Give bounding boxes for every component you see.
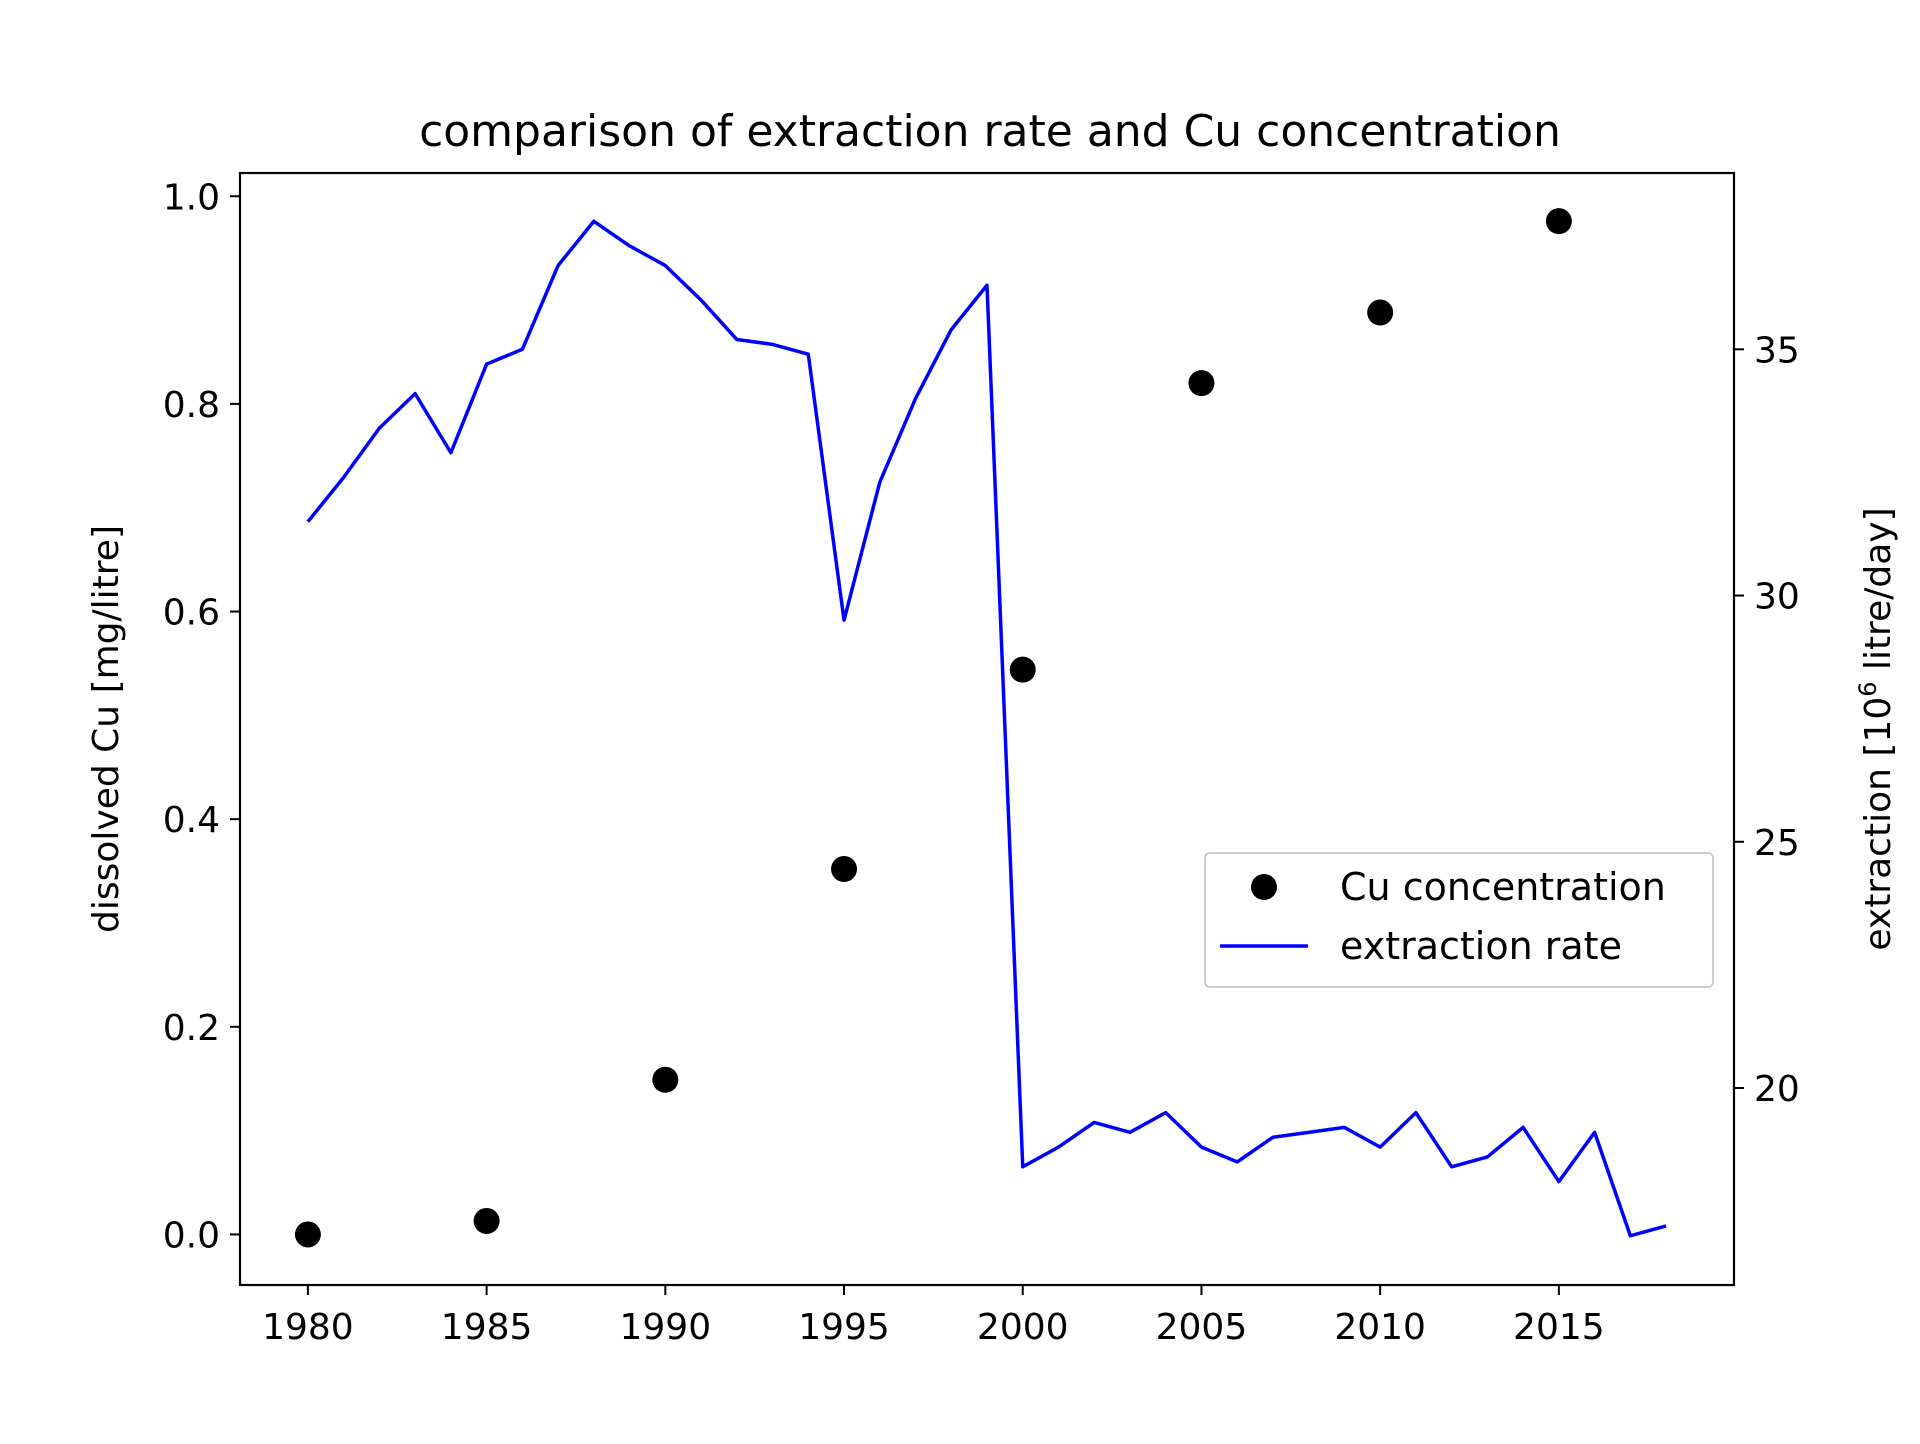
y-left-tick-label: 0.6 bbox=[163, 593, 220, 634]
y-left-tick-label: 1.0 bbox=[163, 177, 220, 218]
y-axis-right-label-superscript: 6 bbox=[1854, 681, 1882, 696]
legend-box bbox=[1204, 852, 1714, 988]
y-axis-right-label-after: litre/day] bbox=[1858, 507, 1899, 681]
cu-concentration-point bbox=[294, 1221, 321, 1248]
y-right-tick-label: 35 bbox=[1754, 330, 1800, 371]
legend: Cu concentration extraction rate bbox=[1204, 852, 1714, 988]
cu-concentration-point bbox=[652, 1066, 679, 1093]
y-axis-left-label: dissolved Cu [mg/litre] bbox=[86, 525, 127, 933]
x-tick-label: 2000 bbox=[977, 1307, 1069, 1348]
y-right-tick-label: 20 bbox=[1754, 1069, 1800, 1110]
plot-area bbox=[294, 208, 1667, 1248]
y-right-tick-label: 25 bbox=[1754, 823, 1800, 864]
cu-concentration-point bbox=[831, 855, 858, 882]
cu-concentration-point bbox=[1009, 656, 1036, 683]
y-left-tick-label: 0.0 bbox=[163, 1215, 220, 1256]
y-left-tick-label: 0.2 bbox=[163, 1008, 220, 1049]
chart-title: comparison of extraction rate and Cu con… bbox=[419, 106, 1561, 157]
legend-label-extraction-rate: extraction rate bbox=[1340, 924, 1622, 968]
cu-concentration-series bbox=[294, 208, 1572, 1248]
y-axis-right-label-before: extraction [10 bbox=[1858, 697, 1899, 951]
y-right-tick-label: 30 bbox=[1754, 577, 1800, 618]
y-axis-right-label: extraction [106 litre/day] bbox=[1854, 507, 1899, 950]
x-tick-label: 2010 bbox=[1334, 1307, 1426, 1348]
y-left-tick-label: 0.4 bbox=[163, 800, 220, 841]
legend-label-cu-concentration: Cu concentration bbox=[1340, 865, 1666, 909]
y-left-tick-label: 0.8 bbox=[163, 385, 220, 426]
x-tick-label: 1980 bbox=[262, 1307, 354, 1348]
x-tick-label: 2005 bbox=[1156, 1307, 1248, 1348]
legend-marker-cu-concentration bbox=[1251, 874, 1277, 900]
y-axis-right: 20 25 30 35 bbox=[1734, 330, 1800, 1110]
x-tick-label: 1985 bbox=[441, 1307, 533, 1348]
cu-concentration-point bbox=[473, 1207, 500, 1234]
cu-concentration-point bbox=[1545, 208, 1572, 235]
y-axis-left: 0.0 0.2 0.4 0.6 0.8 1.0 bbox=[163, 177, 240, 1256]
x-tick-label: 1995 bbox=[798, 1307, 890, 1348]
extraction-rate-line bbox=[306, 219, 1667, 1238]
x-tick-label: 2015 bbox=[1513, 1307, 1605, 1348]
x-axis: 1980 1985 1990 1995 2000 2005 2010 2015 bbox=[262, 1285, 1605, 1348]
plot-frame bbox=[238, 171, 1736, 1287]
cu-concentration-point bbox=[1367, 299, 1394, 326]
x-tick-label: 1990 bbox=[620, 1307, 712, 1348]
extraction-rate-series bbox=[306, 219, 1667, 1238]
cu-concentration-point bbox=[1188, 370, 1215, 397]
